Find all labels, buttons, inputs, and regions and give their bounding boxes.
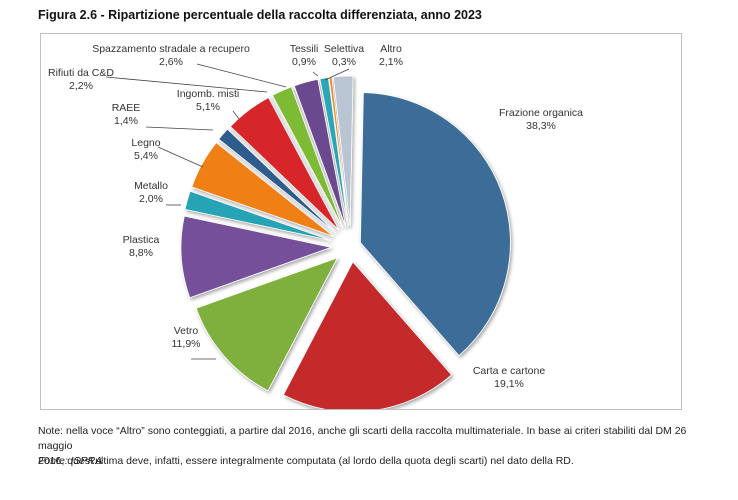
- slice-value-label: 2,2%: [69, 80, 93, 92]
- slice-value-label: 2,6%: [159, 56, 183, 68]
- slice-value-label: 2,1%: [379, 56, 403, 68]
- slice-value-label: 0,3%: [332, 56, 356, 68]
- figure-note: Note: nella voce “Altro” sono conteggiat…: [38, 424, 718, 469]
- slice-value-label: 19,1%: [494, 378, 524, 390]
- slice-value-label: 0,9%: [292, 56, 316, 68]
- slice-value-label: 8,8%: [129, 247, 153, 259]
- slice-label: Rifiuti da C&D: [48, 67, 114, 79]
- slice-label: Spazzamento stradale a recupero: [92, 43, 250, 55]
- slice-label: RAEE: [112, 102, 141, 114]
- chart-frame: Frazione organica 38,3% Carta e cartone 19,…: [40, 33, 682, 410]
- pie-slice-legno: [191, 142, 334, 237]
- leader-line: [312, 71, 319, 77]
- pie-slice-tessili: [319, 77, 349, 227]
- note-line-2: 2016, quest’ultima deve, infatti, essere…: [38, 455, 574, 467]
- pie-slice-altro: [332, 75, 354, 227]
- slice-value-label: 1,4%: [114, 115, 138, 127]
- pie-slice-plastica: [180, 215, 333, 299]
- slice-label: Ingomb. misti: [177, 88, 239, 100]
- pie-slice-raee: [218, 128, 337, 234]
- leader-line: [157, 146, 204, 168]
- note-line-1: Note: nella voce “Altro” sono conteggiat…: [38, 425, 687, 452]
- slice-label: Legno: [131, 137, 160, 149]
- figure-title: Figura 2.6 - Ripartizione percentuale de…: [38, 8, 482, 22]
- slice-label: Metallo: [134, 180, 168, 192]
- slice-label: Carta e cartone: [473, 365, 546, 377]
- pie-slice-carta-e-cartone: [282, 261, 453, 409]
- slice-value-label: 38,3%: [526, 120, 556, 132]
- slice-label: Selettiva: [324, 43, 364, 55]
- slice-value-label: 2,0%: [139, 193, 163, 205]
- leader-line: [324, 68, 350, 81]
- pie-slice-frazione-organica: [359, 92, 511, 357]
- slice-label: Tessili: [290, 43, 319, 55]
- slice-value-label: 5,1%: [196, 101, 220, 113]
- pie-slice-ingomb-misti: [229, 97, 340, 231]
- slice-value-label: 5,4%: [134, 150, 158, 162]
- pie-slice-rifiuti-da-c-d: [271, 86, 344, 228]
- slice-label: Plastica: [123, 234, 160, 246]
- pie-slice-spazzamento-stradale-a-recupero: [293, 78, 347, 227]
- slice-label: Altro: [380, 43, 402, 55]
- pie-slice-vetro: [195, 257, 339, 392]
- leader-line: [196, 63, 287, 88]
- slice-value-label: 11,9%: [172, 338, 201, 350]
- slice-label: Vetro: [174, 325, 199, 337]
- leader-line: [232, 110, 240, 120]
- figure-source: Fonte: ISPRA: [38, 455, 103, 467]
- leader-line: [105, 76, 268, 93]
- pie-slice-metallo: [184, 190, 332, 242]
- slice-label: Frazione organica: [499, 107, 583, 119]
- leader-line: [145, 126, 214, 131]
